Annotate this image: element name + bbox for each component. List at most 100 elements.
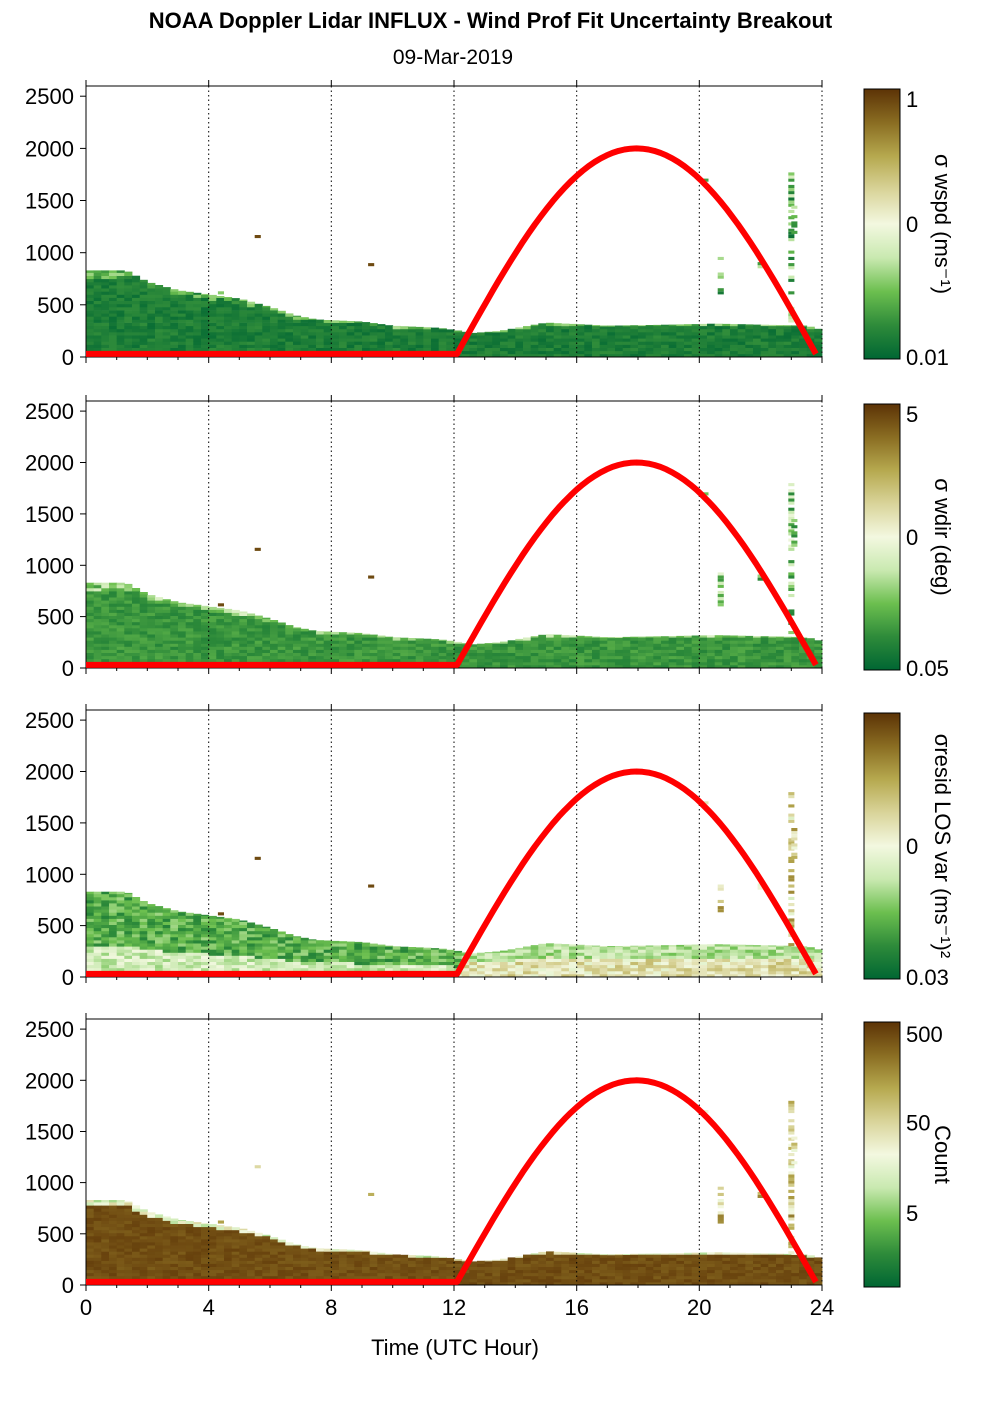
heatmap-cell (155, 1232, 164, 1237)
heatmap-cell (216, 1275, 225, 1280)
heatmap-cell (224, 347, 233, 352)
heatmap-cell (201, 294, 210, 298)
heatmap-cell (254, 341, 263, 345)
heatmap-cell (369, 634, 378, 638)
heatmap-cell (208, 1254, 217, 1258)
heatmap-cell (492, 331, 501, 333)
heatmap-cell (155, 294, 164, 298)
heatmap-cell (814, 652, 823, 657)
heatmap-cell (530, 637, 539, 641)
heatmap-cell (247, 1269, 256, 1274)
heatmap-cell (285, 335, 294, 339)
heatmap-cell (86, 1245, 95, 1249)
heatmap-cell (737, 964, 746, 969)
heatmap-cell (270, 325, 279, 330)
heatmap-cell (661, 967, 670, 972)
heatmap-cell (768, 324, 777, 327)
heatmap-cell (553, 353, 562, 358)
heatmap-cell (109, 1266, 118, 1271)
heatmap-cell (684, 325, 693, 330)
heatmap-cell (791, 325, 800, 330)
heatmap-cell (86, 899, 95, 904)
heatmap-cell (116, 303, 125, 308)
heatmap-cell (369, 328, 378, 333)
heatmap-cell (492, 643, 501, 647)
heatmap-cell (546, 961, 555, 966)
heatmap-cell (331, 643, 340, 647)
heatmap-cell (132, 288, 141, 292)
heatmap-cell (308, 649, 317, 653)
heatmap-cell (132, 897, 141, 901)
heatmap-cell (231, 1272, 240, 1277)
heatmap-cell (270, 1272, 279, 1277)
heatmap-cell (231, 335, 240, 339)
heatmap-cell (247, 1251, 256, 1255)
heatmap-cell (93, 637, 102, 641)
heatmap-cell (170, 1248, 179, 1252)
heatmap-cell (385, 952, 394, 956)
heatmap-cell (515, 338, 524, 342)
heatmap-cell (201, 1232, 210, 1237)
heatmap-cell (622, 636, 631, 638)
heatmap-cell (438, 344, 447, 348)
heatmap-cell (599, 344, 608, 348)
heatmap-cell (109, 594, 118, 598)
heatmap-cell (132, 1272, 141, 1277)
heatmap-cell (638, 332, 647, 336)
heatmap-cell (231, 1235, 240, 1240)
colorbar-label: σresid LOS var (ms⁻¹)² (930, 734, 955, 958)
heatmap-cell (239, 1269, 248, 1274)
heatmap-cell (346, 634, 355, 638)
heatmap-cell (270, 627, 279, 632)
y-tick-label: 0 (62, 345, 74, 370)
heatmap-cell (93, 906, 102, 910)
heatmap-cell (285, 341, 294, 345)
heatmap-cell (500, 330, 509, 333)
heatmap-cell (477, 961, 486, 966)
heatmap-cell (538, 325, 547, 330)
heatmap-cell (538, 952, 547, 956)
heatmap-cell (415, 949, 424, 953)
heatmap-cell (530, 640, 539, 644)
heatmap-cell (93, 1245, 102, 1249)
heatmap-cell (691, 964, 700, 969)
heatmap-cell (86, 949, 95, 953)
heatmap-cell (216, 624, 225, 629)
heatmap-cell (776, 949, 785, 953)
heatmap-cell (362, 652, 371, 657)
heatmap-cell (776, 967, 785, 972)
heatmap-cell (285, 338, 294, 342)
heatmap-cell (415, 332, 424, 336)
heatmap-cell (714, 323, 723, 327)
heatmap-cell (331, 1251, 340, 1255)
heatmap-cell (757, 577, 764, 581)
heatmap-cell (776, 970, 785, 975)
heatmap-cell (622, 961, 631, 966)
heatmap-cell (132, 603, 141, 607)
heatmap-cell (469, 649, 478, 653)
heatmap-cell (492, 652, 501, 657)
heatmap-cell (569, 649, 578, 653)
heatmap-cell (262, 967, 271, 972)
heatmap-cell (86, 1251, 95, 1255)
heatmap-cell (599, 332, 608, 336)
heatmap-cell (147, 658, 156, 663)
heatmap-cell (293, 1275, 302, 1280)
heatmap-cell (745, 643, 754, 647)
heatmap-cell (630, 353, 639, 358)
heatmap-cell (446, 338, 455, 342)
heatmap-cell (346, 955, 355, 959)
heatmap-cell (592, 973, 601, 978)
heatmap-cell (645, 664, 654, 669)
heatmap-cell (147, 906, 156, 910)
heatmap-cell (500, 353, 509, 358)
heatmap-cell (193, 952, 202, 956)
heatmap-cell (93, 930, 102, 935)
heatmap-cell (101, 909, 110, 913)
heatmap-cell (216, 306, 225, 311)
heatmap-cell (270, 322, 279, 327)
heatmap-cell (788, 903, 795, 907)
heatmap-cell (239, 1229, 248, 1234)
heatmap-cell (484, 332, 493, 336)
heatmap-cell (408, 335, 417, 339)
